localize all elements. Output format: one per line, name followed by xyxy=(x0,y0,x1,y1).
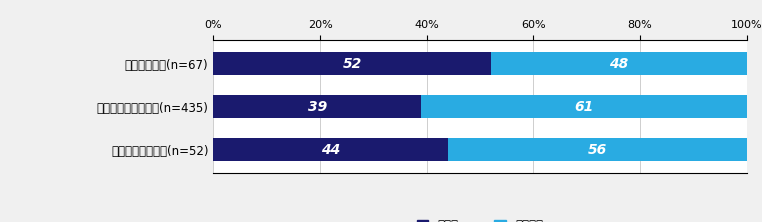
Bar xyxy=(213,138,448,161)
Text: 52: 52 xyxy=(342,57,362,71)
Bar xyxy=(491,52,747,75)
Legend: あった, なかった: あった, なかった xyxy=(412,214,548,222)
Text: 61: 61 xyxy=(575,99,594,114)
Text: 56: 56 xyxy=(588,143,607,157)
Bar xyxy=(448,138,747,161)
Bar xyxy=(421,95,747,118)
Bar xyxy=(213,52,491,75)
Bar xyxy=(213,95,421,118)
Text: 48: 48 xyxy=(609,57,629,71)
Text: 44: 44 xyxy=(321,143,341,157)
Text: 39: 39 xyxy=(308,99,327,114)
